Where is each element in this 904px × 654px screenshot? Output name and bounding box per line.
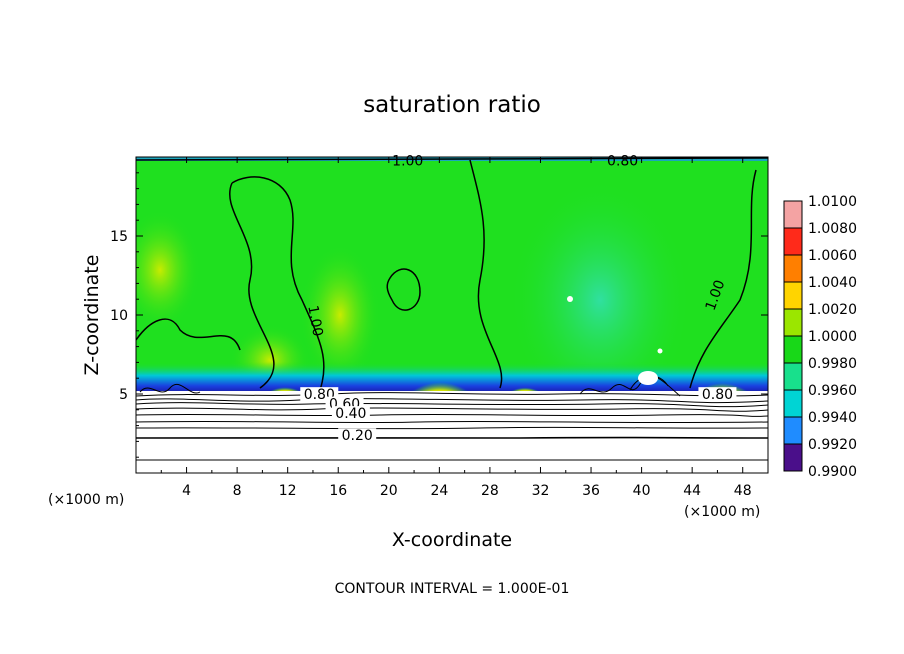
contour-label: 1.00 — [392, 153, 423, 169]
contour-interval-text: CONTOUR INTERVAL = 1.000E-01 — [335, 581, 570, 597]
colorbar-label: 0.9920 — [808, 437, 857, 453]
colorbar-cell — [784, 390, 802, 417]
white-dot — [567, 296, 573, 302]
colorbar-label: 1.0040 — [808, 275, 857, 291]
contour-label: 0.80 — [702, 387, 733, 403]
x-tick-label: 24 — [430, 483, 448, 499]
colorbar-label: 0.9980 — [808, 356, 857, 372]
yellowish-patch — [300, 245, 380, 385]
yellowish-patch-3 — [136, 210, 200, 330]
y-tick-label: 15 — [110, 229, 128, 245]
z-unit-label: (×1000 m) — [48, 492, 124, 508]
white-dot-2 — [657, 348, 663, 354]
colorbar-label: 1.0080 — [808, 221, 857, 237]
colorbar-cell — [784, 336, 802, 363]
white-bump — [638, 371, 658, 385]
x-unit-label: (×1000 m) — [684, 504, 760, 520]
y-axis-ticks: 5 10 15 — [110, 172, 768, 458]
colorbar-label: 0.9900 — [808, 464, 857, 480]
contour-label: 1.00 — [304, 304, 325, 337]
colorbar-cell — [784, 255, 802, 282]
x-tick-label: 36 — [582, 483, 600, 499]
x-axis-ticks: 4 8 12 16 20 24 28 32 36 40 44 48 — [160, 157, 752, 499]
x-tick-label: 4 — [182, 483, 191, 499]
contour-label-bg — [338, 428, 377, 443]
colorbar-label: 1.0000 — [808, 329, 857, 345]
upper-contours — [136, 157, 768, 391]
x-tick-label: 28 — [481, 483, 499, 499]
colorbar-label: 1.0060 — [808, 248, 857, 264]
colorbar-label: 1.0020 — [808, 302, 857, 318]
x-tick-label: 32 — [532, 483, 550, 499]
y-axis-label: Z-coordinate — [81, 255, 103, 376]
colorbar-cell — [784, 363, 802, 390]
colorbar-cell — [784, 309, 802, 336]
plot-field — [136, 157, 768, 473]
colorbar-cell — [784, 228, 802, 255]
x-tick-label: 44 — [683, 483, 701, 499]
x-tick-label: 48 — [734, 483, 752, 499]
colorbar: 1.0100 1.0080 1.0060 1.0040 1.0020 1.0000 0.99… — [783, 194, 857, 480]
colorbar-cell — [784, 417, 802, 444]
colorbar-label: 1.0100 — [808, 194, 857, 210]
x-axis-label: X-coordinate — [392, 529, 512, 551]
x-tick-label: 12 — [279, 483, 297, 499]
y-tick-label: 10 — [110, 308, 128, 324]
colorbar-cell-bottom — [784, 444, 802, 471]
lower-contours — [136, 392, 768, 461]
contour-label: 0.80 — [607, 153, 638, 169]
colorbar-label: 0.9960 — [808, 383, 857, 399]
colorbar-label: 0.9940 — [808, 410, 857, 426]
cyanish-patch — [510, 180, 690, 420]
contour-label: 0.40 — [335, 406, 366, 422]
x-tick-label: 8 — [233, 483, 242, 499]
colorbar-cell — [784, 201, 802, 228]
contour-label: 0.20 — [342, 428, 373, 444]
x-tick-label: 40 — [633, 483, 651, 499]
contour-label-bg — [331, 406, 370, 421]
x-tick-label: 20 — [380, 483, 398, 499]
x-tick-label: 16 — [329, 483, 347, 499]
y-tick-label: 5 — [119, 387, 128, 403]
chart-title: saturation ratio — [363, 92, 541, 118]
contour-label-bg — [698, 387, 737, 402]
colorbar-cell — [784, 282, 802, 309]
